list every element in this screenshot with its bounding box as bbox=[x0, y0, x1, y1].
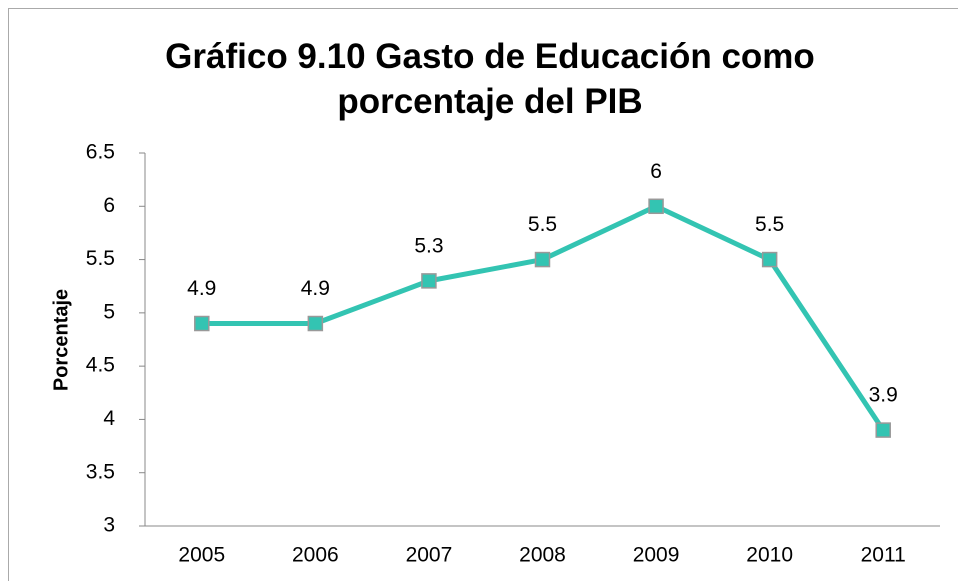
x-tick-label: 2009 bbox=[633, 544, 680, 567]
data-line bbox=[201, 203, 886, 432]
data-label: 5.5 bbox=[755, 213, 784, 236]
data-label: 6 bbox=[650, 160, 662, 183]
data-marker bbox=[648, 198, 664, 215]
chart-title: Gráfico 9.10 Gasto de Educación como por… bbox=[165, 37, 815, 121]
data-marker bbox=[194, 315, 210, 332]
y-tick-label: 3 bbox=[103, 514, 115, 537]
x-tick-label: 2005 bbox=[178, 544, 225, 567]
data-label: 4.9 bbox=[301, 277, 330, 300]
data-label: 4.9 bbox=[187, 277, 216, 300]
x-tick-label: 2006 bbox=[292, 544, 339, 567]
y-tick-label: 4.5 bbox=[86, 354, 115, 377]
y-tick-label: 6.5 bbox=[86, 141, 115, 164]
y-tick-label: 6 bbox=[103, 194, 115, 217]
y-tick-label: 5 bbox=[103, 300, 115, 323]
data-marker bbox=[421, 273, 437, 289]
x-tick-label: 2011 bbox=[861, 544, 906, 567]
chart-border bbox=[8, 8, 958, 581]
x-tick-label: 2008 bbox=[519, 544, 566, 567]
x-tick-label: 2010 bbox=[746, 544, 793, 567]
data-marker bbox=[875, 422, 891, 438]
data-marker bbox=[307, 315, 324, 332]
data-label: 5.5 bbox=[528, 213, 557, 236]
y-tick-label: 5.5 bbox=[86, 247, 115, 270]
x-tick-label: 2007 bbox=[406, 544, 453, 567]
data-marker bbox=[761, 251, 778, 268]
data-label: 3.9 bbox=[869, 384, 898, 407]
data-label: 5.3 bbox=[414, 234, 443, 257]
y-tick-label: 4 bbox=[103, 407, 115, 430]
y-tick-label: 3.5 bbox=[86, 460, 115, 483]
data-marker bbox=[534, 251, 551, 268]
y-axis-label: Porcentaje bbox=[50, 289, 72, 391]
